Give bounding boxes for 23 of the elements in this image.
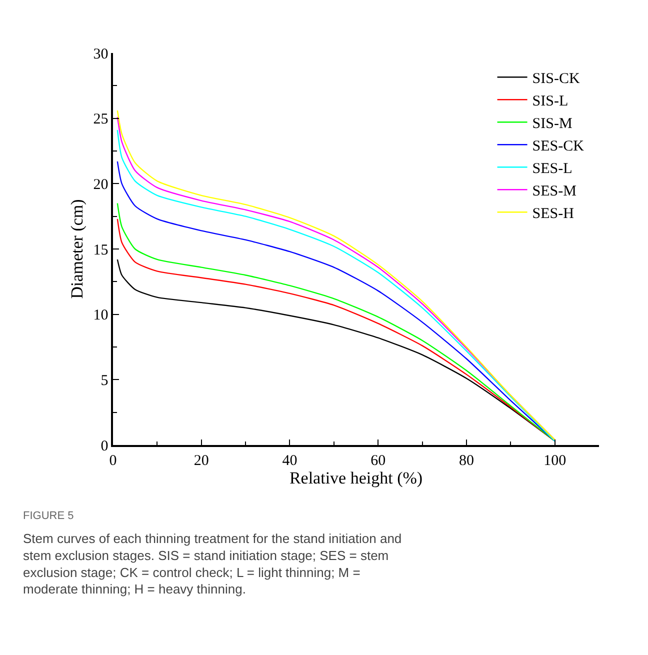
x-tick-label: 20 [194, 452, 209, 469]
legend-label: SIS-M [532, 116, 572, 132]
y-tick-label: 10 [93, 308, 108, 324]
y-tick-label: 25 [93, 112, 108, 128]
x-axis-title: Relative height (%) [289, 468, 423, 488]
y-tick-label: 20 [93, 176, 108, 193]
y-tick-label: 15 [93, 242, 108, 258]
legend-label: SES-H [532, 206, 574, 222]
y-axis-title: Diameter (cm) [67, 199, 86, 299]
x-tick-label: 40 [282, 452, 298, 469]
legend-label: SES-M [532, 183, 576, 200]
y-tick-label: 0 [100, 438, 108, 454]
x-tick-label: 80 [458, 452, 474, 469]
legend-label: SIS-L [532, 93, 568, 110]
legend-label: SIS-CK [532, 70, 580, 87]
x-tick-label: 60 [370, 452, 386, 469]
y-tick-label: 30 [93, 46, 108, 62]
y-tick-label: 5 [100, 372, 108, 389]
legend-label: SES-L [532, 160, 572, 177]
text: Stem curves of each thinning treatment for the stand initiation and stem exclusion stages. SIS = stand initiation stage; SES = stem exclusion stage; CK = control check; L = light thinning; M = moderate thinning; H = heavy thinning. [23, 531, 402, 597]
x-tick-label: 100 [544, 452, 566, 469]
legend-label: SES-CK [532, 138, 584, 154]
caption: FIGURE 5 [23, 510, 74, 522]
